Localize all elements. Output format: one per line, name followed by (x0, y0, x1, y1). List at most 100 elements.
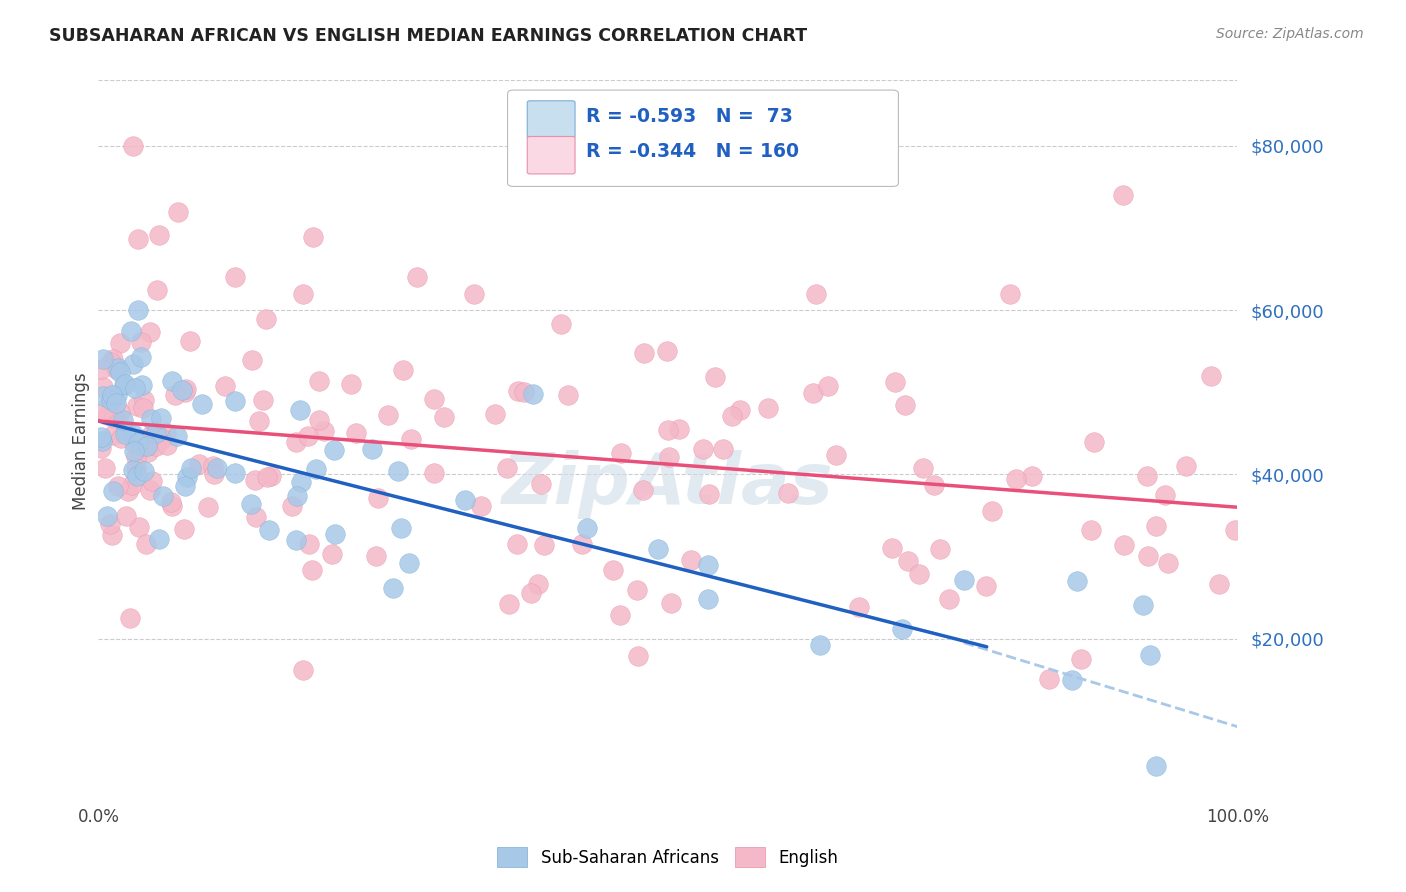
Point (180, 461, 202, 475)
Point (1136, 549, 1159, 563)
Point (145, 439, 167, 453)
Point (146, 283, 169, 297)
Point (285, 533, 308, 547)
Point (801, 385, 824, 400)
Point (321, 547, 343, 561)
Point (125, 400, 148, 414)
Point (125, 460, 148, 475)
Point (288, 403, 311, 417)
Point (128, 520, 150, 534)
Point (1021, 468, 1043, 483)
Point (1080, 523, 1102, 537)
Point (938, 591, 960, 606)
Point (776, 486, 799, 500)
Point (292, 664, 315, 678)
Point (117, 484, 139, 499)
Point (114, 508, 136, 523)
Point (1153, 487, 1175, 501)
Point (1112, 538, 1135, 552)
Point (610, 446, 633, 460)
Point (114, 424, 136, 438)
Point (136, 445, 159, 459)
Point (173, 479, 195, 493)
Point (105, 396, 128, 410)
Point (697, 592, 720, 607)
Point (127, 436, 149, 450)
Point (344, 425, 367, 440)
Point (508, 384, 530, 398)
Point (627, 649, 650, 664)
Point (498, 597, 520, 611)
Point (880, 541, 903, 555)
Point (105, 388, 128, 402)
Point (571, 536, 593, 550)
Point (681, 553, 703, 567)
Point (257, 523, 280, 537)
Point (292, 286, 315, 301)
Point (159, 494, 181, 508)
Text: Source: ZipAtlas.com: Source: ZipAtlas.com (1216, 27, 1364, 41)
Legend: Sub-Saharan Africans, English: Sub-Saharan Africans, English (498, 847, 838, 867)
Point (118, 611, 141, 625)
Point (433, 410, 456, 425)
Point (224, 466, 246, 480)
Point (121, 463, 143, 477)
Point (998, 286, 1021, 301)
Point (91, 389, 114, 403)
Point (323, 443, 346, 458)
Point (1136, 468, 1159, 483)
Point (122, 357, 145, 371)
Point (112, 378, 135, 392)
Point (697, 558, 720, 573)
Point (132, 392, 155, 407)
Point (108, 336, 131, 351)
Point (138, 325, 160, 339)
Point (252, 392, 274, 407)
Point (1004, 472, 1026, 486)
Point (506, 537, 529, 551)
Point (602, 563, 624, 577)
Point (91, 434, 114, 448)
Point (179, 334, 201, 349)
Point (387, 464, 409, 478)
Point (127, 303, 149, 318)
Point (290, 475, 312, 489)
Point (145, 425, 167, 440)
Point (205, 461, 228, 475)
Point (197, 500, 219, 514)
Point (145, 426, 167, 441)
Point (129, 351, 152, 365)
Point (922, 478, 945, 492)
Point (174, 384, 197, 399)
Point (952, 573, 974, 587)
Point (974, 579, 997, 593)
Point (176, 470, 198, 484)
Point (224, 393, 246, 408)
Point (90, 430, 112, 444)
Point (141, 474, 163, 488)
Point (90, 442, 112, 456)
Point (530, 476, 553, 491)
Point (1132, 598, 1154, 612)
Point (108, 405, 131, 419)
Point (609, 608, 631, 623)
Point (848, 600, 870, 615)
Text: SUBSAHARAN AFRICAN VS ENGLISH MEDIAN EARNINGS CORRELATION CHART: SUBSAHARAN AFRICAN VS ENGLISH MEDIAN EAR… (49, 27, 807, 45)
Point (101, 528, 124, 542)
Point (121, 478, 143, 492)
Point (657, 423, 679, 437)
Point (721, 409, 744, 423)
Point (804, 286, 827, 301)
Point (120, 324, 142, 338)
Point (170, 383, 193, 397)
Point (135, 537, 157, 551)
Point (1060, 673, 1083, 687)
Point (825, 448, 848, 462)
Point (647, 541, 669, 556)
Point (484, 407, 506, 421)
Point (139, 411, 162, 425)
Point (756, 401, 779, 416)
Point (132, 401, 155, 415)
Point (150, 432, 173, 446)
Point (928, 541, 950, 556)
